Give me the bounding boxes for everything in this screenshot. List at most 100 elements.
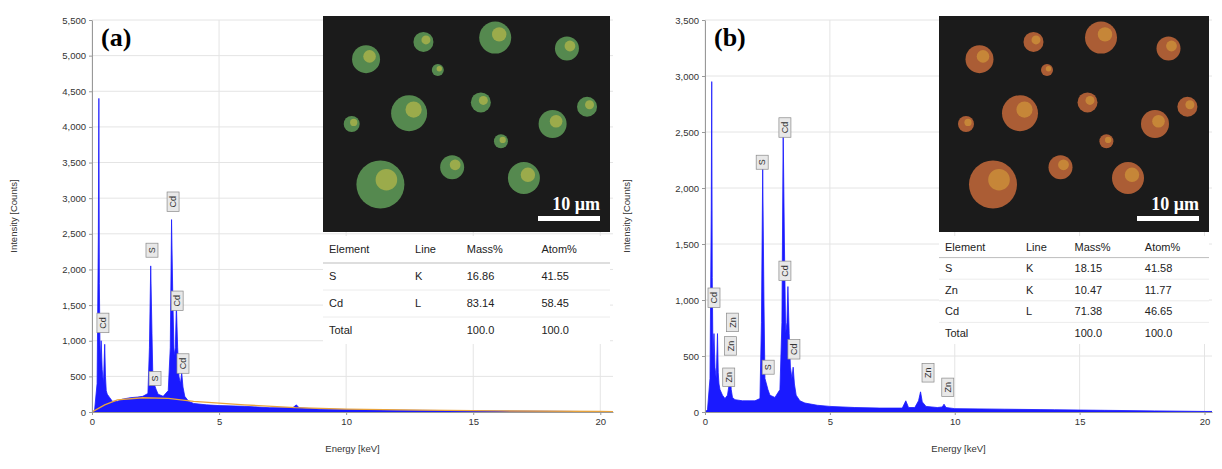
y-tick-label: 3,500 bbox=[675, 15, 699, 26]
peak-tag: Cd bbox=[177, 354, 189, 374]
table-row-rule bbox=[323, 317, 610, 318]
x-tick: 10 bbox=[950, 412, 961, 427]
scale-bar-label: 10 µm bbox=[1151, 194, 1199, 214]
peak-tags: CdZnZnZnSSCdCdCdZnZn bbox=[708, 118, 954, 397]
sem-particle bbox=[356, 160, 404, 208]
peak-tag: Zn bbox=[723, 368, 735, 387]
sem-particle bbox=[1041, 64, 1053, 76]
sem-particle-highlight bbox=[406, 102, 422, 118]
y-axis-title: Intensity [Counts] bbox=[621, 179, 632, 252]
x-tick-label: 5 bbox=[217, 416, 222, 427]
x-tick: 0 bbox=[703, 412, 708, 427]
y-tick-label: 5,500 bbox=[62, 15, 86, 26]
sem-particle-highlight bbox=[500, 137, 506, 143]
y-tick-mark bbox=[702, 20, 705, 21]
table-row-rule bbox=[939, 300, 1209, 301]
peak-tag: Cd bbox=[779, 261, 791, 281]
x-tick-mark bbox=[830, 412, 831, 415]
sem-particle-highlight bbox=[363, 50, 376, 63]
table-cell: 71.38 bbox=[1075, 305, 1103, 317]
sem-particle-highlight bbox=[376, 169, 398, 191]
table-cell: 11.77 bbox=[1145, 284, 1172, 296]
peak-tags: CdSCdCdSCd bbox=[97, 192, 189, 386]
table-cell: 16.86 bbox=[467, 270, 495, 282]
peak-tag: Cd bbox=[171, 291, 183, 311]
y-tick: 3,500 bbox=[62, 157, 92, 168]
y-tick-mark bbox=[89, 198, 92, 199]
table-row-rule bbox=[323, 290, 610, 291]
peak-tag-label: Cd bbox=[780, 265, 790, 277]
x-tick-label: 20 bbox=[1200, 416, 1211, 427]
peak-tag-label: S bbox=[150, 375, 160, 381]
peak-tag-box bbox=[762, 360, 774, 374]
sem-particle bbox=[1099, 134, 1113, 148]
y-tick-mark bbox=[89, 91, 92, 92]
sem-particle-highlight bbox=[350, 119, 357, 126]
x-tick: 0 bbox=[90, 412, 95, 427]
peak-tag-label: Cd bbox=[98, 317, 108, 329]
table-cell: Total bbox=[945, 327, 968, 339]
peak-tag-label: S bbox=[763, 364, 773, 370]
peak-tag-label: Cd bbox=[709, 292, 719, 304]
sem-particle-highlight bbox=[550, 115, 563, 128]
sem-particle bbox=[1049, 155, 1073, 179]
table-header: Line bbox=[1026, 241, 1047, 253]
sem-particle-highlight bbox=[421, 35, 430, 44]
peak-tag-label: S bbox=[757, 159, 767, 165]
peak-tag-box bbox=[167, 192, 179, 212]
y-tick: 2,500 bbox=[62, 228, 92, 239]
sem-inset: 10 µm bbox=[939, 16, 1209, 232]
peak-tag-label: Zn bbox=[728, 317, 738, 328]
y-tick: 1,500 bbox=[675, 239, 705, 250]
table-cell: K bbox=[1026, 284, 1034, 296]
y-tick-mark bbox=[702, 132, 705, 133]
x-axis: 05101520 bbox=[90, 412, 614, 427]
table-cell: K bbox=[415, 270, 423, 282]
sem-particle-highlight bbox=[565, 41, 576, 52]
peak-tag: S bbox=[756, 155, 768, 169]
peak-tag-label: Cd bbox=[178, 358, 188, 370]
sem-particle bbox=[352, 45, 380, 73]
table-row-rule bbox=[939, 279, 1209, 280]
table-cell: 18.15 bbox=[1075, 262, 1103, 274]
y-tick-label: 3,500 bbox=[62, 157, 86, 168]
sem-particle-highlight bbox=[964, 119, 971, 126]
peak-tag-label: Cd bbox=[168, 196, 178, 208]
y-tick-label: 0 bbox=[694, 407, 699, 418]
y-tick: 500 bbox=[683, 351, 705, 362]
peak-tag-box bbox=[723, 368, 735, 387]
y-tick: 5,500 bbox=[62, 15, 92, 26]
peak-tag: Zn bbox=[724, 337, 736, 356]
peak-tag-box bbox=[724, 337, 736, 356]
x-tick-label: 15 bbox=[468, 416, 479, 427]
table-cell: 58.45 bbox=[541, 297, 569, 309]
y-tick-label: 500 bbox=[70, 371, 86, 382]
x-tick-label: 15 bbox=[1075, 416, 1086, 427]
table-header-rule bbox=[939, 257, 1209, 258]
peak-tag: Zn bbox=[922, 364, 934, 383]
panel: 0510152005001,0001,5002,0002,5003,0003,5… bbox=[621, 15, 1213, 454]
sem-particle bbox=[391, 95, 427, 131]
peak-tag: Cd bbox=[167, 192, 179, 212]
x-tick-mark bbox=[346, 412, 347, 415]
peak-tag-label: Zn bbox=[726, 341, 736, 352]
peak-tag: Zn bbox=[942, 378, 954, 397]
table-cell: 100.0 bbox=[541, 324, 569, 336]
sem-particle bbox=[1085, 22, 1117, 54]
sem-particle-highlight bbox=[479, 96, 488, 105]
x-tick-mark bbox=[219, 412, 220, 415]
y-tick-mark bbox=[89, 269, 92, 270]
y-tick-mark bbox=[89, 412, 92, 413]
table-cell: S bbox=[329, 270, 336, 282]
table-cell: 83.14 bbox=[467, 297, 495, 309]
table-cell: K bbox=[1026, 262, 1034, 274]
y-axis-line bbox=[92, 21, 93, 413]
table-header: Element bbox=[329, 243, 369, 255]
x-tick: 15 bbox=[1075, 412, 1086, 427]
grid-line-x bbox=[705, 20, 706, 412]
peak-tag-box bbox=[788, 340, 800, 360]
y-tick-label: 500 bbox=[683, 351, 699, 362]
peak-tag-label: Zn bbox=[923, 368, 933, 379]
sem-image bbox=[323, 16, 610, 232]
y-tick-mark bbox=[89, 127, 92, 128]
